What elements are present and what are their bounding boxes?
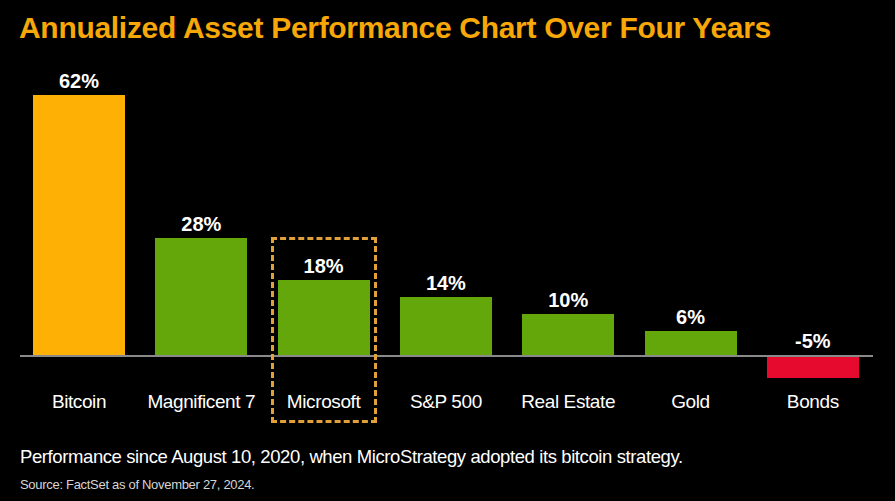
value-label-real-estate: 10% (508, 290, 628, 311)
bar-gold (645, 331, 737, 356)
source-text: Source: FactSet as of November 27, 2024. (20, 477, 880, 492)
highlight-box-microsoft (271, 237, 377, 423)
bar-chart: 62%Bitcoin28%Magnificent 718%Microsoft14… (0, 0, 895, 501)
x-axis-line (20, 355, 873, 357)
value-label-bitcoin: 62% (19, 71, 139, 92)
category-label-bitcoin: Bitcoin (9, 391, 149, 413)
bar-bonds (767, 357, 859, 378)
category-label-magnificent-7: Magnificent 7 (131, 391, 271, 413)
footnote-text: Performance since August 10, 2020, when … (20, 446, 880, 468)
bar-real-estate (522, 314, 614, 356)
category-label-real-estate: Real Estate (498, 391, 638, 413)
chart-page: Annualized Asset Performance Chart Over … (0, 0, 895, 501)
value-label-s-p-500: 14% (386, 273, 506, 294)
bar-s-p-500 (400, 297, 492, 356)
value-label-magnificent-7: 28% (141, 214, 261, 235)
value-label-bonds: -5% (753, 331, 873, 352)
category-label-s-p-500: S&P 500 (376, 391, 516, 413)
category-label-gold: Gold (621, 391, 761, 413)
value-label-gold: 6% (631, 307, 751, 328)
bar-magnificent-7 (155, 238, 247, 356)
bar-bitcoin (33, 95, 125, 356)
category-label-bonds: Bonds (743, 391, 883, 413)
